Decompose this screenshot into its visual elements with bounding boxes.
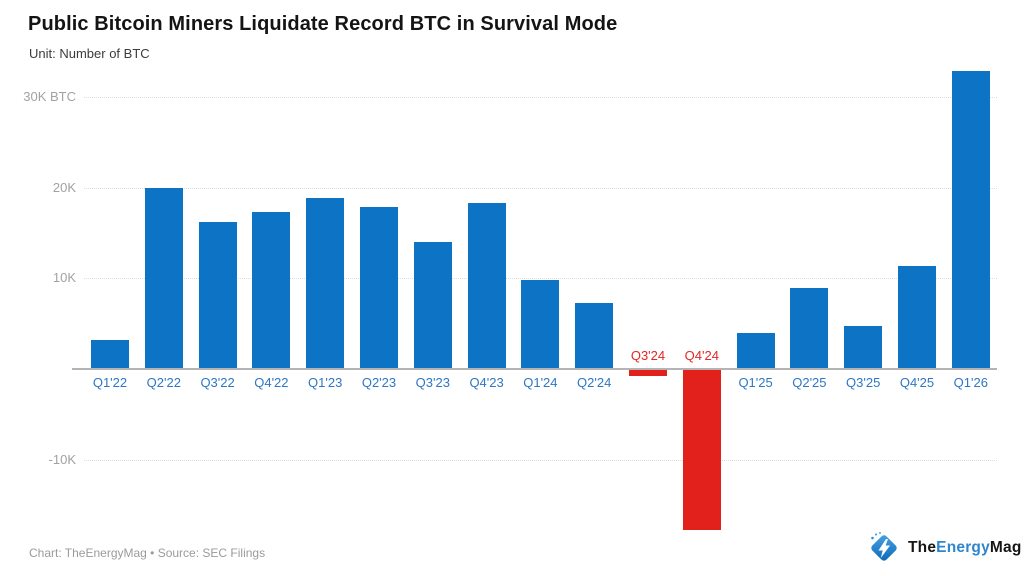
bar-q223: [360, 206, 398, 368]
x-tick-label-q222: Q2'22: [146, 375, 181, 390]
x-tick-label-q323: Q3'23: [415, 375, 450, 390]
x-tick-label-q424: Q4'24: [684, 348, 719, 363]
lightning-bolt-diamond-icon: [866, 530, 902, 566]
bar-q225: [790, 288, 829, 368]
x-tick-label-q123: Q1'23: [308, 375, 343, 390]
bar-q324: [629, 370, 667, 377]
x-tick-label-q425: Q4'25: [899, 375, 935, 390]
gridline-30kbtc: [84, 96, 997, 98]
x-tick-label-q324: Q3'24: [630, 348, 666, 363]
logo-text: TheEnergyMag: [908, 539, 1022, 557]
x-tick-label-q223: Q2'23: [361, 375, 397, 390]
bar-q125: [736, 332, 775, 368]
y-tick-label-10k: -10K: [48, 451, 76, 467]
y-tick-label-20k: 20K: [52, 179, 76, 195]
x-tick-label-q325: Q3'25: [846, 375, 881, 390]
bar-q222: [144, 187, 183, 368]
x-axis-line: [72, 368, 997, 370]
gridline-20k: [84, 187, 997, 189]
logo-text-energy: Energy: [936, 539, 990, 556]
bar-q422: [252, 212, 291, 368]
logo-text-mag: Mag: [989, 539, 1022, 556]
y-tick-label-10k: 10K: [52, 270, 76, 286]
y-tick-label-30kbtc: 30K BTC: [23, 88, 76, 104]
gridline-10k: [84, 459, 997, 461]
x-tick-label-q225: Q2'25: [792, 375, 827, 390]
x-tick-label-q224: Q2'24: [577, 375, 612, 390]
bar-q126: [951, 70, 990, 368]
bar-q325: [844, 326, 883, 368]
x-tick-label-q422: Q4'22: [254, 375, 289, 390]
x-tick-label-q122: Q1'22: [92, 375, 128, 390]
source-credit: Chart: TheEnergyMag • Source: SEC Filing…: [29, 546, 266, 560]
x-tick-label-q126: Q1'26: [953, 375, 988, 390]
bar-q323: [413, 241, 452, 368]
bar-q123: [306, 198, 345, 368]
bar-q425: [898, 266, 936, 368]
x-tick-label-q423: Q4'23: [469, 375, 504, 390]
x-tick-label-q125: Q1'25: [738, 375, 773, 390]
bar-q224: [575, 302, 614, 368]
brand-logo: TheEnergyMag: [866, 528, 1024, 568]
x-tick-label-q124: Q1'24: [523, 375, 558, 390]
gridline-10k: [84, 278, 997, 280]
bar-q122: [91, 339, 129, 368]
bar-q124: [521, 280, 560, 368]
chart-title: Public Bitcoin Miners Liquidate Record B…: [28, 13, 618, 35]
bar-q423: [467, 202, 506, 368]
bar-q424: [682, 370, 721, 531]
logo-text-the: The: [908, 539, 937, 556]
x-tick-label-q322: Q3'22: [200, 375, 235, 390]
chart-unit-label: Unit: Number of BTC: [29, 46, 150, 61]
bar-q322: [198, 222, 237, 368]
